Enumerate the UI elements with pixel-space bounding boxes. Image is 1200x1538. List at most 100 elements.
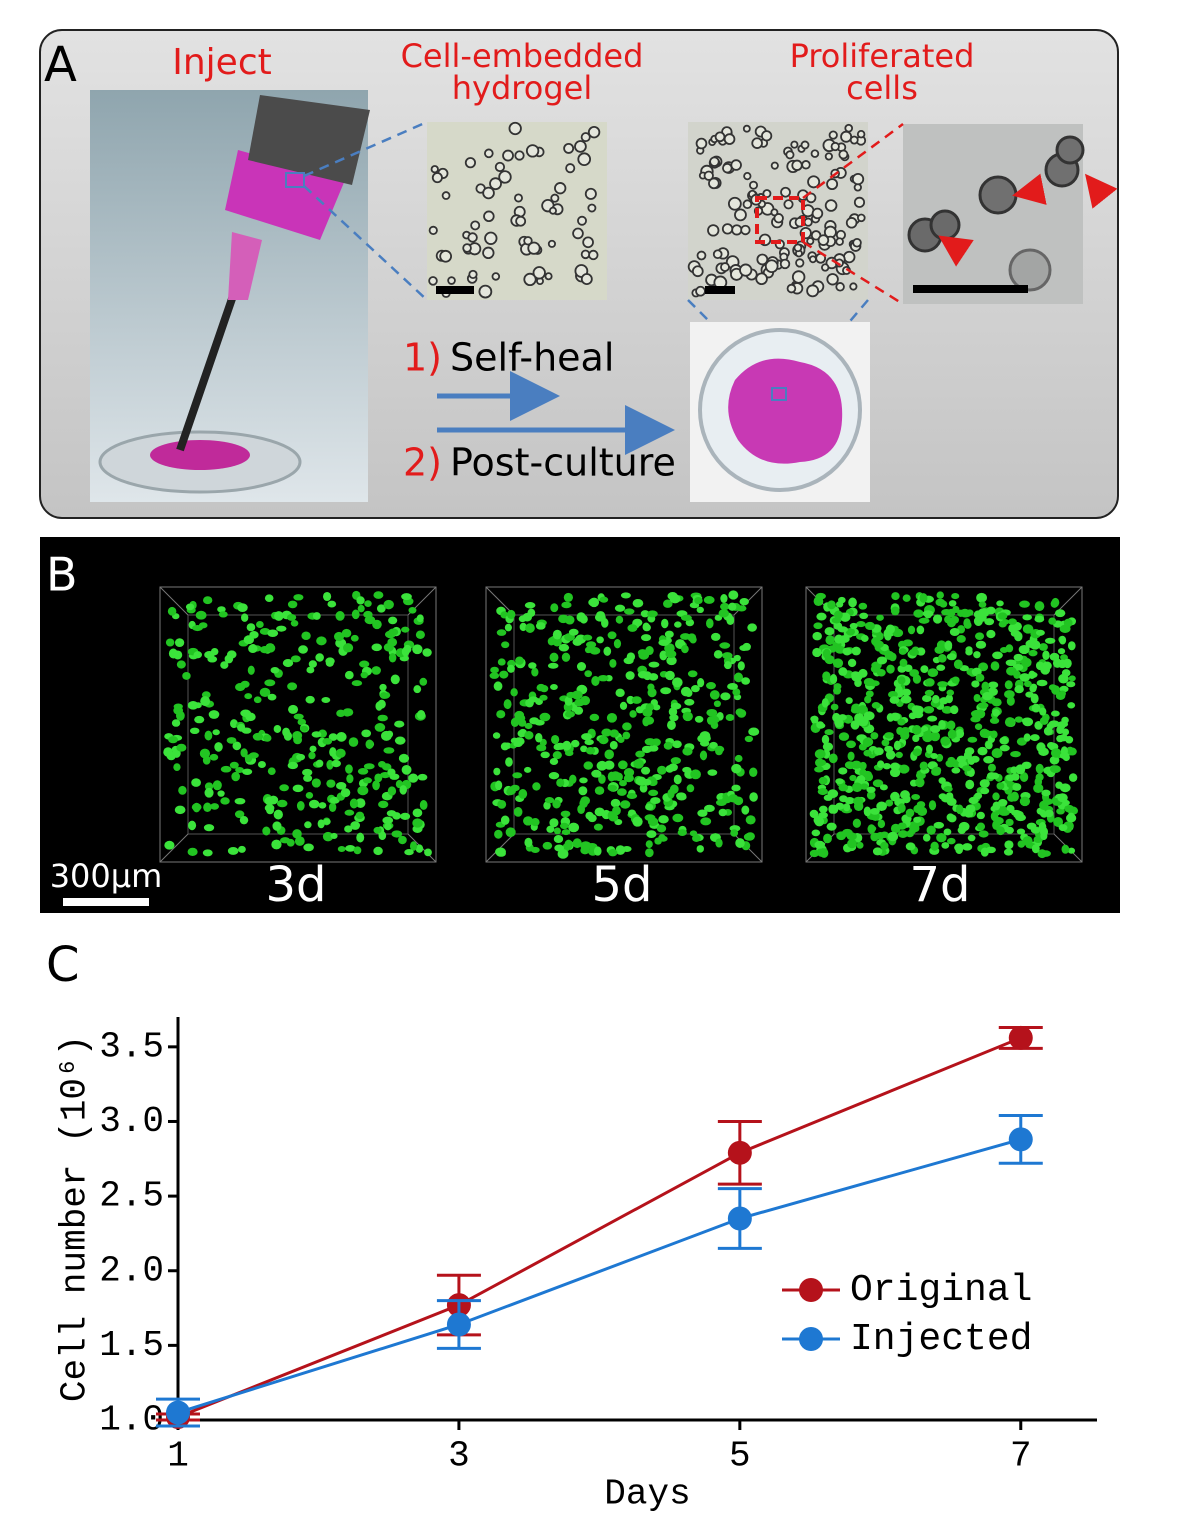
cell <box>200 696 211 707</box>
cell <box>556 778 565 787</box>
cell <box>728 602 737 611</box>
x-tick-label: 7 <box>1010 1436 1032 1477</box>
cell <box>276 799 288 808</box>
cell <box>845 217 858 229</box>
cell <box>790 140 799 149</box>
cell <box>408 773 419 783</box>
cell <box>195 610 207 620</box>
cell <box>1065 736 1074 744</box>
cell <box>669 594 681 604</box>
cell <box>574 698 585 707</box>
y-tick-label: 2.5 <box>99 1176 164 1217</box>
cell <box>544 272 553 281</box>
cell <box>1034 601 1045 612</box>
cell <box>847 751 855 761</box>
cell <box>1014 716 1023 723</box>
cell <box>990 811 999 822</box>
cell <box>936 833 947 843</box>
cell <box>828 753 838 764</box>
cell <box>336 782 347 790</box>
cell <box>439 249 453 263</box>
cell <box>191 778 201 787</box>
y-tick-label: 3.0 <box>99 1101 164 1142</box>
cell <box>615 845 626 855</box>
cell <box>824 199 838 212</box>
cell <box>624 608 635 615</box>
y-tick-label: 1.5 <box>99 1325 164 1366</box>
cell <box>305 695 315 704</box>
cell <box>739 263 753 277</box>
cell <box>256 621 264 628</box>
cell <box>561 652 571 662</box>
cell <box>571 690 583 700</box>
cell <box>814 840 826 849</box>
cell <box>1057 793 1068 803</box>
cell <box>315 759 324 768</box>
cell <box>635 750 645 758</box>
cell <box>318 802 327 809</box>
cell <box>1025 639 1036 648</box>
cell <box>618 760 628 770</box>
cell <box>577 152 592 167</box>
cell <box>833 610 843 620</box>
cell <box>378 760 386 768</box>
cell <box>975 673 985 682</box>
cell <box>864 695 872 704</box>
cell <box>1068 773 1078 782</box>
cell <box>847 839 857 849</box>
cell <box>203 802 212 813</box>
cell <box>773 213 784 224</box>
cell <box>341 628 352 638</box>
legend-label: Original <box>850 1269 1032 1312</box>
cell <box>770 208 779 217</box>
cell <box>1056 734 1065 743</box>
cell <box>1005 774 1016 782</box>
cell <box>609 729 619 738</box>
cell <box>345 764 353 774</box>
cell <box>497 800 507 809</box>
timepoint: 7d <box>909 857 970 913</box>
cell <box>664 630 674 639</box>
cell <box>356 596 365 605</box>
cell <box>842 647 852 656</box>
cell <box>731 224 743 236</box>
cell <box>244 754 253 763</box>
cell <box>428 225 438 235</box>
cell <box>1067 812 1075 820</box>
cell <box>916 625 925 635</box>
cell <box>514 737 525 746</box>
cell <box>1051 685 1061 695</box>
cell <box>305 791 314 799</box>
cell <box>892 628 904 638</box>
cell <box>401 626 410 633</box>
cell <box>814 816 825 827</box>
cell <box>783 199 794 210</box>
y-axis-label: Cell number (10⁶) <box>55 1035 96 1402</box>
cell <box>363 763 375 770</box>
cell <box>264 594 274 603</box>
cell <box>428 276 438 286</box>
cell <box>1048 617 1057 625</box>
cell <box>244 693 253 700</box>
cell <box>192 624 203 632</box>
cell <box>499 670 509 679</box>
cell <box>554 182 567 195</box>
cell <box>697 809 708 817</box>
cell <box>711 632 721 641</box>
cell <box>550 734 560 745</box>
cell <box>615 615 624 624</box>
cell <box>898 648 907 655</box>
cell <box>613 638 622 649</box>
cell <box>287 761 299 770</box>
cell <box>535 732 543 743</box>
panel-label: C <box>46 937 80 993</box>
cell <box>584 670 593 678</box>
cell <box>800 140 810 150</box>
cell <box>926 744 934 754</box>
cell <box>1044 809 1054 818</box>
cell <box>1003 848 1014 856</box>
cell <box>467 232 478 243</box>
cell <box>403 644 412 654</box>
cell <box>968 796 979 805</box>
cell <box>1025 691 1034 698</box>
